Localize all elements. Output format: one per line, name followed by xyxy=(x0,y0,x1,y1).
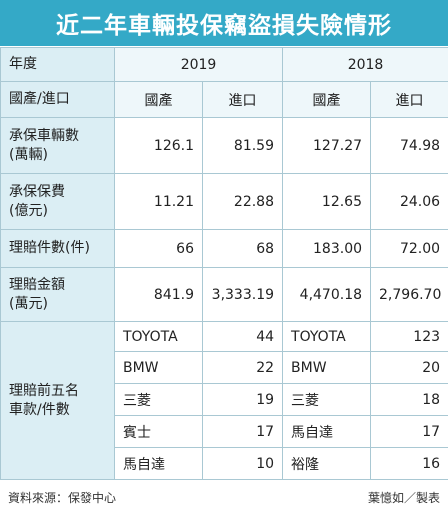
car-2018: BMW xyxy=(282,351,372,384)
year-2019: 2019 xyxy=(113,47,284,82)
value-cell: 127.27 xyxy=(282,117,372,174)
row-label-text: 承保保費 (億元) xyxy=(9,183,65,219)
imported-2018: 進口 xyxy=(370,81,448,118)
top5-row: 馬自達 10 裕隆 16 xyxy=(1,447,448,480)
category-row: 國產/進口 國產 進口 國產 進口 xyxy=(0,81,448,118)
count-2018: 16 xyxy=(370,447,448,480)
value-cell: 183.00 xyxy=(282,229,372,268)
count-2018: 18 xyxy=(370,383,448,416)
car-2018: 馬自達 xyxy=(282,415,372,448)
car-2018: 裕隆 xyxy=(282,447,372,480)
imported-2019: 進口 xyxy=(201,81,284,118)
value-cell: 2,796.70 xyxy=(370,267,448,322)
value-cell: 3,333.19 xyxy=(201,267,284,322)
table-row: 承保保費 (億元) 11.21 22.88 12.65 24.06 xyxy=(0,173,448,230)
value-cell: 66 xyxy=(114,229,203,268)
year-label: 年度 xyxy=(0,47,115,82)
count-2019: 19 xyxy=(201,383,284,416)
value-cell: 4,470.18 xyxy=(282,267,372,322)
value-cell: 11.21 xyxy=(114,173,203,230)
value-cell: 81.59 xyxy=(201,117,284,174)
value-cell: 22.88 xyxy=(201,173,284,230)
value-cell: 74.98 xyxy=(370,117,448,174)
table-row: 理賠件數(件) 66 68 183.00 72.00 xyxy=(0,229,448,268)
count-2018: 123 xyxy=(370,321,448,352)
count-2018: 17 xyxy=(370,415,448,448)
domestic-2018: 國產 xyxy=(282,81,372,118)
car-2019: BMW xyxy=(114,351,203,384)
count-2019: 44 xyxy=(201,321,284,352)
year-2018: 2018 xyxy=(282,47,448,82)
car-2019: 賓士 xyxy=(114,415,203,448)
value-cell: 841.9 xyxy=(114,267,203,322)
value-cell: 12.65 xyxy=(282,173,372,230)
table-title: 近二年車輛投保竊盜損失險情形 xyxy=(0,0,448,46)
top5-label: 理賠前五名 車款/件數 xyxy=(0,321,115,480)
value-cell: 72.00 xyxy=(370,229,448,268)
table-row: 承保車輛數 (萬輛) 126.1 81.59 127.27 74.98 xyxy=(0,117,448,174)
value-cell: 68 xyxy=(201,229,284,268)
car-2019: 三菱 xyxy=(114,383,203,416)
car-2019: 馬自達 xyxy=(114,447,203,480)
value-cell: 24.06 xyxy=(370,173,448,230)
count-2019: 22 xyxy=(201,351,284,384)
row-label: 理賠件數(件) xyxy=(0,229,115,268)
top5-row: 理賠前五名 車款/件數 TOYOTA 44 TOYOTA 123 xyxy=(0,321,448,480)
count-2018: 20 xyxy=(370,351,448,384)
top5-row: 三菱 19 三菱 18 xyxy=(1,383,448,416)
credit-note: 葉憶如／製表 xyxy=(367,490,440,505)
top5-row: 賓士 17 馬自達 17 xyxy=(1,415,448,448)
car-2019: TOYOTA xyxy=(114,321,203,352)
count-2019: 17 xyxy=(201,415,284,448)
car-2018: 三菱 xyxy=(282,383,372,416)
category-label: 國產/進口 xyxy=(0,81,115,118)
top5-label-text: 理賠前五名 車款/件數 xyxy=(9,382,79,418)
row-label: 理賠金額 (萬元) xyxy=(0,267,115,322)
value-cell: 126.1 xyxy=(114,117,203,174)
row-label-text: 理賠件數(件) xyxy=(9,240,90,256)
row-label-text: 理賠金額 (萬元) xyxy=(9,276,65,312)
top5-row: BMW 22 BMW 20 xyxy=(1,351,448,384)
table-row: 理賠金額 (萬元) 841.9 3,333.19 4,470.18 2,796.7… xyxy=(0,267,448,322)
row-label: 承保保費 (億元) xyxy=(0,173,115,230)
footer: 資料來源：保發中心 葉憶如／製表 xyxy=(0,483,448,511)
car-2018: TOYOTA xyxy=(282,321,372,352)
row-label-text: 承保車輛數 (萬輛) xyxy=(9,127,79,163)
count-2019: 10 xyxy=(201,447,284,480)
row-label: 承保車輛數 (萬輛) xyxy=(0,117,115,174)
source-note: 資料來源：保發中心 xyxy=(8,490,117,505)
year-row: 年度 2019 2018 xyxy=(0,47,448,82)
domestic-2019: 國產 xyxy=(114,81,203,118)
insurance-table: 年度 2019 2018 國產/進口 國產 進口 國產 進口 承保車輛數 (萬輛)… xyxy=(0,47,448,480)
